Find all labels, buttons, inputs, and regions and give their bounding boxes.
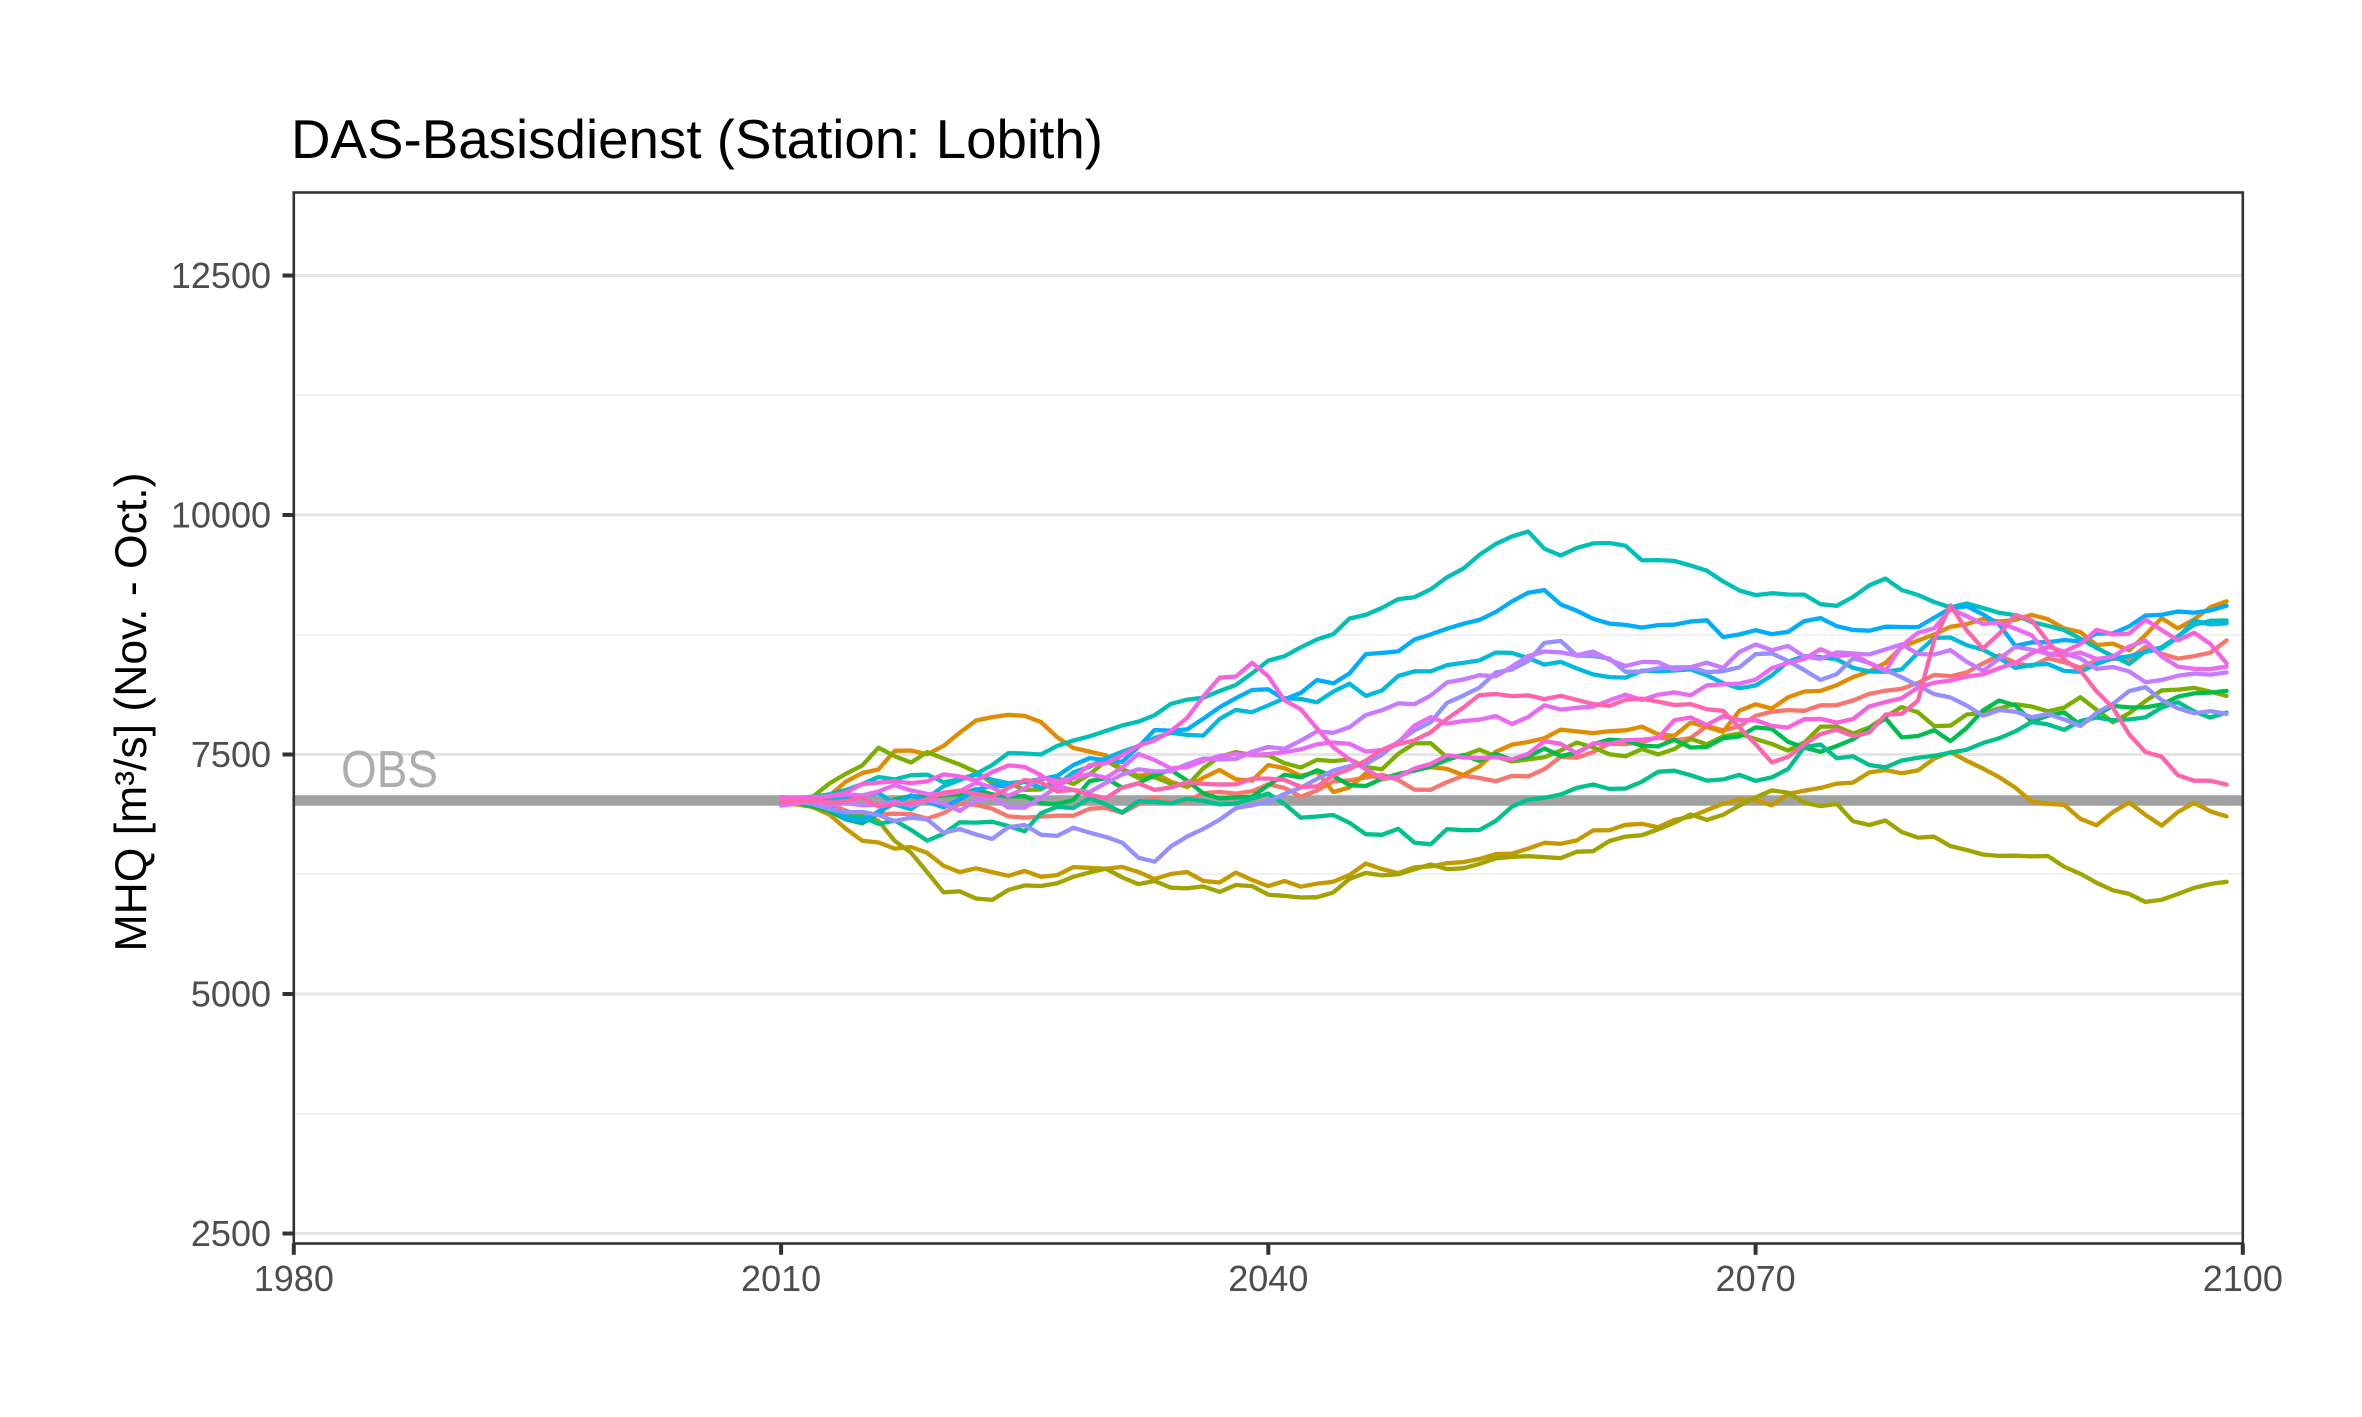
svg-text:2500: 2500 — [191, 1213, 271, 1254]
svg-text:OBS: OBS — [341, 741, 438, 799]
svg-text:7500: 7500 — [191, 734, 271, 775]
svg-text:1980: 1980 — [254, 1258, 334, 1299]
svg-text:5000: 5000 — [191, 974, 271, 1015]
svg-text:12500: 12500 — [171, 255, 271, 296]
svg-text:2100: 2100 — [2203, 1258, 2283, 1299]
svg-text:2010: 2010 — [741, 1258, 821, 1299]
svg-text:DAS-Basisdienst (Station: Lobi: DAS-Basisdienst (Station: Lobith) — [291, 108, 1103, 170]
svg-text:2040: 2040 — [1228, 1258, 1308, 1299]
svg-text:MHQ [m³/s] (Nov. - Oct.): MHQ [m³/s] (Nov. - Oct.) — [107, 473, 156, 952]
svg-text:10000: 10000 — [171, 495, 271, 536]
svg-text:2070: 2070 — [1716, 1258, 1796, 1299]
